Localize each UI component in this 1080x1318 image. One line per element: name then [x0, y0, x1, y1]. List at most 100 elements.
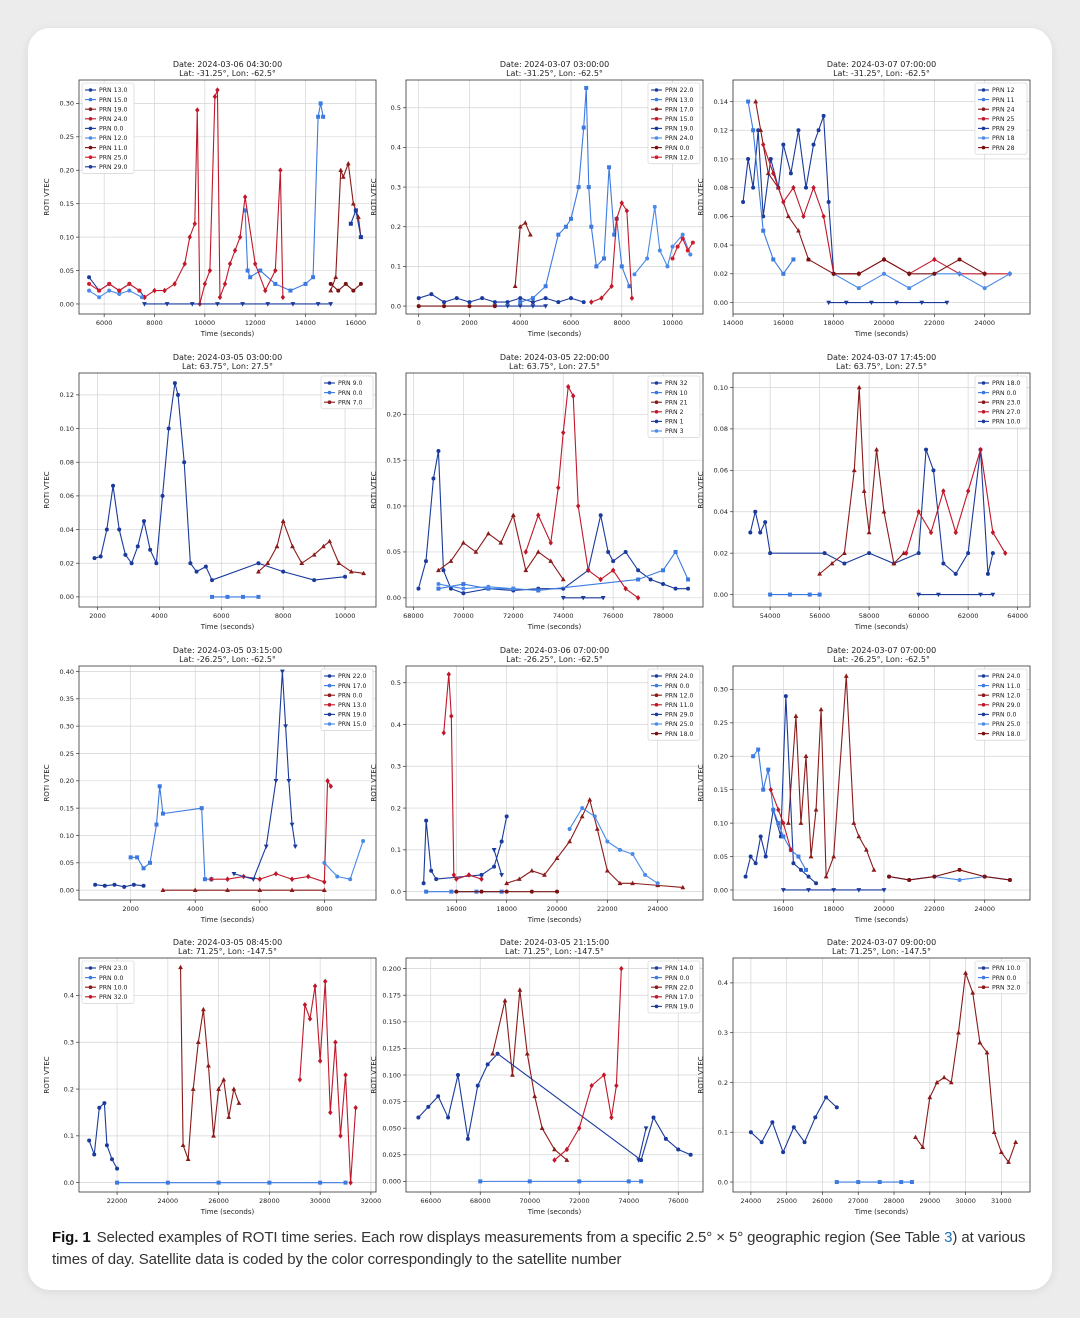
legend-marker: [654, 703, 659, 707]
data-point: [323, 978, 328, 985]
x-tick-label: 26000: [812, 1197, 833, 1205]
data-point: [916, 508, 921, 515]
data-point: [982, 874, 987, 879]
legend-box: [81, 960, 135, 1004]
data-point: [172, 381, 177, 386]
legend-label: PRN 12.0: [665, 692, 693, 699]
legend-label: PRN 0.0: [992, 390, 1017, 397]
data-point: [1007, 271, 1012, 276]
x-tick-label: 70000: [519, 1197, 540, 1205]
data-point: [957, 271, 962, 276]
data-point: [543, 296, 548, 301]
series-group: [87, 87, 364, 307]
x-axis-label: Time (seconds): [854, 330, 909, 338]
data-point: [361, 838, 366, 843]
data-point: [200, 1006, 206, 1012]
data-point: [811, 184, 816, 191]
legend-box: [81, 82, 135, 174]
legend-marker: [327, 683, 332, 688]
data-point: [587, 797, 593, 802]
y-tick-label: 0.5: [391, 679, 401, 687]
data-point: [289, 887, 295, 892]
data-point: [202, 877, 207, 882]
data-point: [338, 167, 344, 173]
data-point: [580, 806, 585, 811]
legend-label: PRN 17.0: [665, 994, 693, 1001]
data-point: [442, 304, 447, 309]
data-point: [636, 568, 641, 573]
plot-frame: [405, 665, 704, 901]
data-point: [576, 185, 581, 190]
data-point: [358, 281, 363, 286]
y-tick-label: 0.02: [60, 560, 74, 568]
data-point: [117, 288, 122, 293]
series-line: [130, 785, 212, 880]
x-tick-label: 32000: [361, 1197, 382, 1205]
data-point: [192, 220, 197, 227]
data-point: [834, 1105, 839, 1110]
legend-marker: [88, 985, 93, 989]
x-tick-label: 72000: [503, 612, 524, 620]
data-point: [189, 302, 195, 307]
caption-table-link[interactable]: 3: [944, 1229, 953, 1246]
legend-marker: [327, 693, 332, 697]
data-point: [984, 1049, 990, 1055]
y-tick-label: 0.25: [60, 133, 74, 141]
data-point: [577, 1125, 582, 1131]
data-point: [351, 288, 356, 293]
caption-text-1: Selected examples of ROTI time series. E…: [96, 1229, 945, 1246]
y-tick-label: 0.3: [718, 1029, 728, 1037]
data-point: [564, 1157, 570, 1162]
legend-marker: [88, 107, 93, 111]
data-point: [548, 539, 553, 546]
series-group: [421, 671, 686, 894]
data-point: [263, 844, 269, 850]
legend-marker: [654, 136, 659, 140]
y-tick-label: 0.10: [60, 425, 74, 433]
data-point: [882, 257, 887, 262]
data-point: [250, 877, 256, 882]
chart-title: Date: 2024-03-05 08:45:00: [173, 938, 282, 947]
series-line: [323, 840, 364, 880]
x-tick-label: 68000: [403, 612, 424, 620]
caption-label: Fig. 1: [52, 1229, 91, 1246]
data-point: [617, 880, 623, 886]
series-line: [747, 101, 794, 275]
data-point: [350, 201, 356, 206]
data-point: [436, 586, 441, 591]
data-point: [589, 224, 594, 229]
y-axis-label: ROTI VTEC: [697, 764, 705, 801]
y-tick-label: 0.10: [60, 832, 74, 840]
y-tick-label: 0.05: [60, 267, 74, 275]
legend-marker: [981, 381, 986, 385]
x-tick-label: 0: [417, 319, 421, 327]
y-axis-label: ROTI VTEC: [43, 1056, 51, 1093]
data-point: [416, 296, 421, 301]
data-point: [771, 257, 776, 262]
y-axis-label: ROTI VTEC: [370, 764, 378, 801]
x-tick-label: 8000: [146, 319, 163, 327]
data-point: [256, 561, 261, 566]
data-point: [680, 232, 685, 237]
data-point: [416, 1115, 421, 1120]
y-tick-label: 0.14: [714, 98, 728, 106]
legend-marker: [88, 136, 93, 140]
data-point: [831, 888, 837, 893]
data-point: [479, 889, 484, 894]
data-point: [791, 257, 796, 262]
data-point: [348, 221, 353, 226]
data-point: [424, 889, 429, 894]
x-tick-label: 6000: [252, 905, 269, 913]
series-group: [748, 384, 1008, 598]
data-point: [813, 1115, 818, 1120]
legend-label: PRN 32.0: [99, 994, 127, 1001]
series-group: [748, 970, 1019, 1185]
data-point: [680, 236, 685, 241]
data-point: [856, 271, 861, 276]
data-point: [345, 160, 351, 166]
x-tick-label: 74000: [553, 612, 574, 620]
data-point: [932, 256, 937, 263]
data-point: [97, 288, 102, 293]
data-point: [1006, 1159, 1011, 1164]
